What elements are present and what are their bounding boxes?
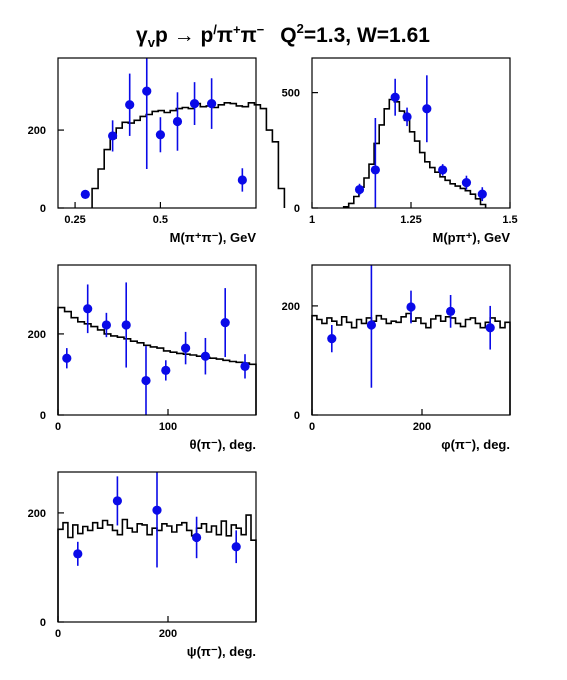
panel-phi: 0 200 0 200 φ(π⁻), deg. — [282, 264, 511, 452]
y-tick-label: 0 — [40, 410, 46, 422]
data-point — [125, 100, 135, 110]
y-tick-label: 200 — [28, 125, 46, 137]
data-point — [189, 98, 200, 109]
y-tick-label: 500 — [282, 88, 300, 100]
panel-m-pipi: 0 200 0.25 0.5M(π⁺π⁻), GeV — [28, 57, 286, 245]
data-point — [121, 320, 131, 330]
x-tick-label: 100 — [159, 421, 177, 433]
y-tick-label: 0 — [294, 410, 300, 422]
data-point — [327, 334, 337, 344]
x-tick-label: 200 — [413, 421, 431, 433]
x-axis-label: M(π⁺π⁻), GeV — [170, 230, 257, 245]
data-point — [354, 184, 365, 195]
data-point — [370, 165, 380, 175]
plot-frame — [57, 471, 257, 623]
plot-frame — [57, 264, 257, 416]
data-point — [62, 353, 72, 363]
x-tick-label: 0 — [309, 421, 315, 433]
data-point — [112, 496, 122, 506]
x-tick-label: 0.5 — [153, 214, 168, 226]
y-tick-label: 0 — [294, 203, 300, 215]
data-point — [240, 361, 250, 371]
data-point — [192, 532, 202, 543]
plot-frame — [311, 57, 511, 209]
plot-frame — [311, 264, 511, 416]
data-point — [406, 302, 416, 312]
histogram-phi — [311, 312, 511, 415]
data-point — [101, 320, 111, 330]
data-point — [172, 116, 183, 127]
y-tick-label: 0 — [40, 617, 46, 629]
data-point — [161, 365, 171, 376]
panel-m-ppi: 0 500 1 1.25 1.5 M(pπ⁺), GeV — [282, 57, 518, 245]
data-point — [73, 549, 83, 559]
x-axis-label: θ(π⁻), deg. — [190, 437, 256, 452]
data-point — [446, 306, 456, 316]
data-point — [181, 343, 191, 353]
data-point — [155, 130, 166, 140]
data-point — [461, 178, 472, 188]
data-point — [485, 323, 495, 333]
x-tick-label: 0 — [55, 421, 61, 433]
data-point — [83, 304, 93, 314]
data-point — [207, 98, 217, 109]
data-point — [220, 317, 230, 328]
data-point — [80, 189, 90, 199]
panels: 0 200 0.25 0.5M(π⁺π⁻), GeV 0 500 1 1.25 1.5 M(pπ⁺… — [28, 57, 518, 659]
y-tick-label: 200 — [28, 329, 46, 341]
x-axis-label: φ(π⁻), deg. — [441, 437, 510, 452]
panel-theta: 0 200 0 100 θ(π⁻), deg. — [28, 264, 257, 452]
data-point — [366, 320, 376, 330]
y-tick-label: 0 — [40, 203, 46, 215]
histogram-m-pipi — [91, 102, 286, 208]
data-point — [402, 112, 412, 122]
data-point — [231, 542, 241, 552]
x-axis-label: ψ(π⁻), deg. — [187, 644, 256, 659]
y-tick-label: 200 — [282, 301, 300, 313]
data-point — [200, 351, 210, 361]
data-point — [438, 165, 448, 175]
data-point — [422, 104, 432, 114]
panel-psi: 0 200 0 200 ψ(π⁻), deg. — [28, 471, 257, 659]
x-tick-label: 1 — [309, 214, 315, 226]
data-point — [142, 86, 152, 96]
histogram-m-ppi — [342, 98, 487, 208]
x-tick-label: 1.25 — [400, 214, 421, 226]
data-point — [390, 92, 400, 102]
x-axis-label: M(pπ⁺), GeV — [433, 230, 511, 245]
data-point — [477, 189, 487, 199]
data-point — [237, 175, 247, 185]
x-tick-label: 0.25 — [64, 214, 85, 226]
data-point — [108, 131, 118, 141]
plot-frame — [57, 57, 257, 209]
x-tick-label: 1.5 — [502, 214, 517, 226]
figure-title: γvp → p/π+π− Q2=1.3, W=1.61 — [136, 21, 430, 50]
x-tick-label: 200 — [159, 628, 177, 640]
data-point — [152, 505, 162, 515]
y-tick-label: 200 — [28, 508, 46, 520]
histogram-theta — [57, 306, 257, 415]
x-tick-label: 0 — [55, 628, 61, 640]
data-point — [141, 375, 151, 386]
